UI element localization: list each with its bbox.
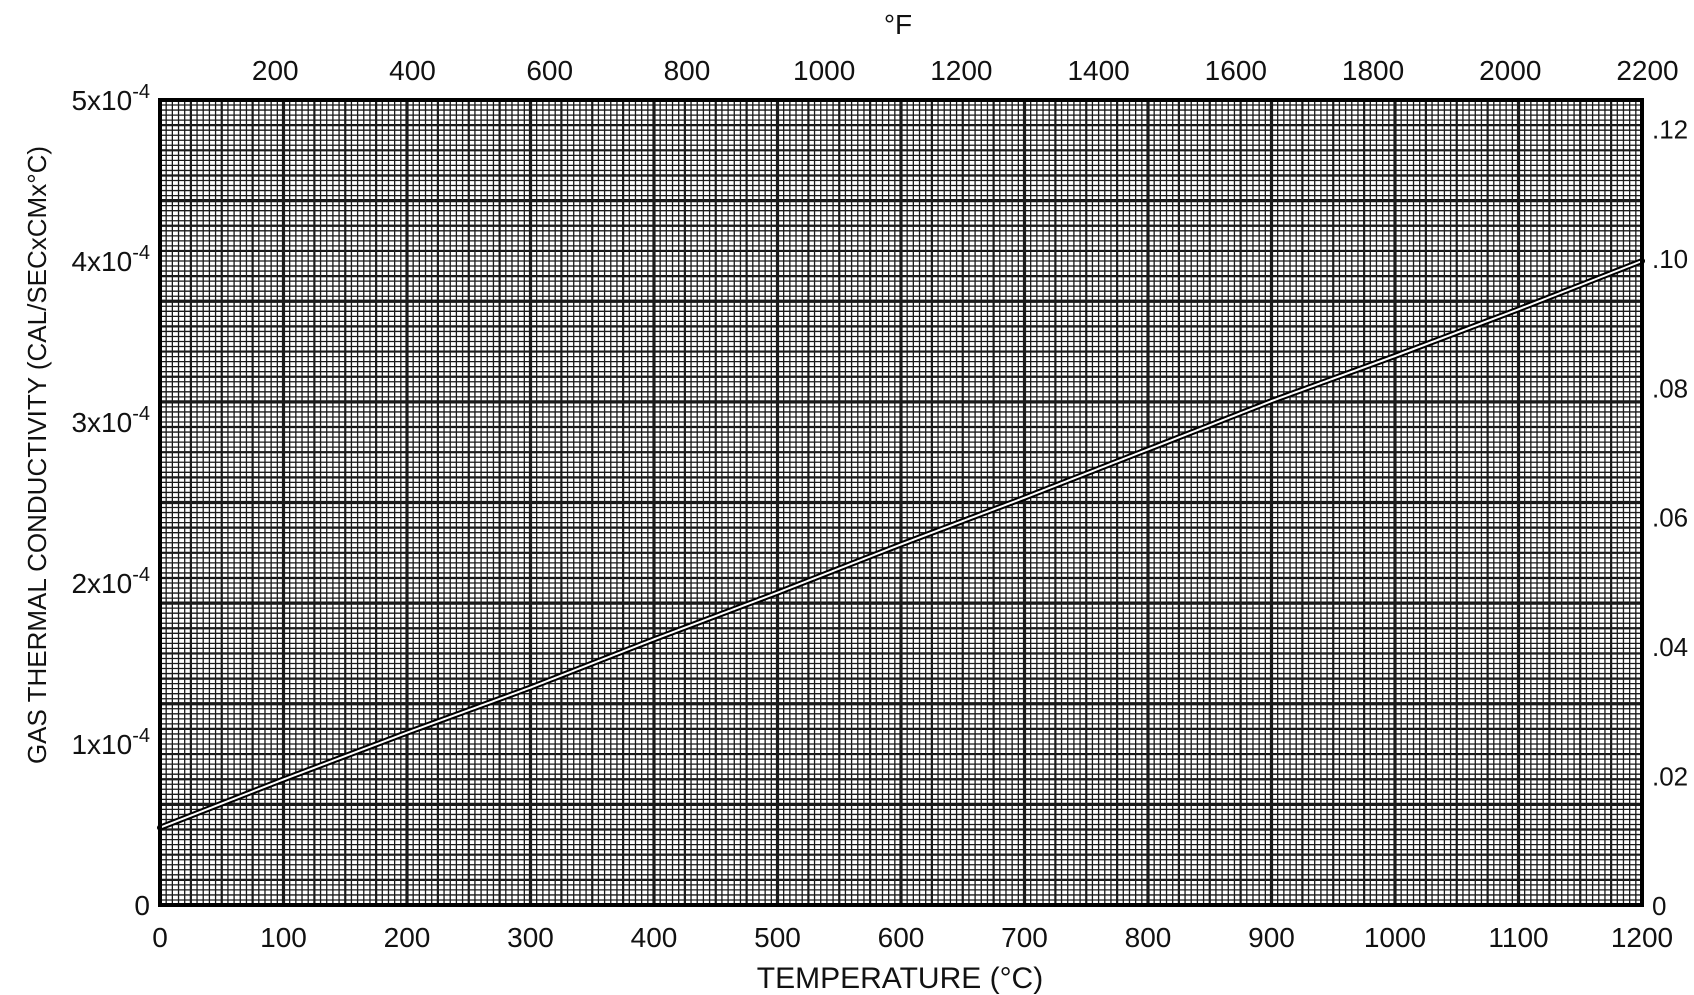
x-tick-label: 500 <box>754 922 801 953</box>
x-tick-label: 800 <box>1125 922 1172 953</box>
y-tick-label-left: 0 <box>134 890 150 921</box>
x-tick-label: 400 <box>631 922 678 953</box>
top-tick-label: 1400 <box>1067 55 1129 86</box>
series-0-point-9 <box>1270 400 1273 402</box>
series-0-point-6 <box>900 543 902 546</box>
series-0-point-11 <box>1517 308 1520 311</box>
x-tick-label: 700 <box>1001 922 1048 953</box>
top-tick-label: 200 <box>252 55 299 86</box>
top-tick-label: 800 <box>664 55 711 86</box>
x-tick-label: 200 <box>384 922 431 953</box>
x-tick-label: 300 <box>507 922 554 953</box>
plot-frame <box>158 98 1644 907</box>
y-tick-label-right: .02 <box>1652 762 1688 792</box>
series-0-point-1 <box>282 778 285 781</box>
y-tick-label-right: .08 <box>1652 373 1688 403</box>
chart-grid <box>158 98 1644 907</box>
y-tick-label-left: 4x10-4 <box>71 242 150 277</box>
y-tick-label-right: .12 <box>1652 114 1688 144</box>
top-tick-label: 1600 <box>1205 55 1267 86</box>
y-tick-label-left: 5x10-4 <box>71 81 150 116</box>
y-tick-label-right: 0 <box>1652 891 1666 921</box>
x-tick-label: 0 <box>152 922 168 953</box>
x-tick-label: 600 <box>878 922 925 953</box>
top-tick-label: 1200 <box>930 55 992 86</box>
x-tick-label: 100 <box>260 922 307 953</box>
top-tick-label: 1800 <box>1342 55 1404 86</box>
x-tick-label: 900 <box>1248 922 1295 953</box>
chart-ticks: 0 100 200 300 400 500 600 700 800 900 1000 1100 1200… <box>71 55 1688 953</box>
series-0-point-4 <box>653 638 655 641</box>
y-axis-title: GAS THERMAL CONDUCTIVITY (CAL/SECxCMx°C) <box>22 146 52 764</box>
series-0-point-5 <box>776 591 779 594</box>
series-0-point-2 <box>406 731 408 734</box>
y-tick-label-right: .04 <box>1652 632 1688 662</box>
top-tick-label: 400 <box>389 55 436 86</box>
plot-border <box>158 98 1644 907</box>
top-tick-label: 2200 <box>1616 55 1678 86</box>
series-0-point-10 <box>1394 355 1396 357</box>
y-tick-label-right: .10 <box>1652 244 1688 274</box>
y-tick-label-right: .06 <box>1652 503 1688 533</box>
top-tick-label: 600 <box>526 55 573 86</box>
x-axis-title: TEMPERATURE (°C) <box>757 962 1043 995</box>
series-0-point-3 <box>529 686 532 689</box>
x-tick-label: 1200 <box>1611 922 1673 953</box>
top-axis-title: °F <box>884 9 912 40</box>
top-tick-label: 2000 <box>1479 55 1541 86</box>
chart-series <box>157 258 1645 831</box>
top-tick-label: 1000 <box>793 55 855 86</box>
y-tick-label-left: 1x10-4 <box>71 725 150 760</box>
series-0-point-7 <box>1023 496 1026 499</box>
x-tick-label: 1000 <box>1364 922 1426 953</box>
y-tick-label-left: 2x10-4 <box>71 564 150 599</box>
series-0-point-8 <box>1147 448 1149 451</box>
y-tick-label-left: 3x10-4 <box>71 403 150 438</box>
x-tick-label: 1100 <box>1488 922 1548 953</box>
